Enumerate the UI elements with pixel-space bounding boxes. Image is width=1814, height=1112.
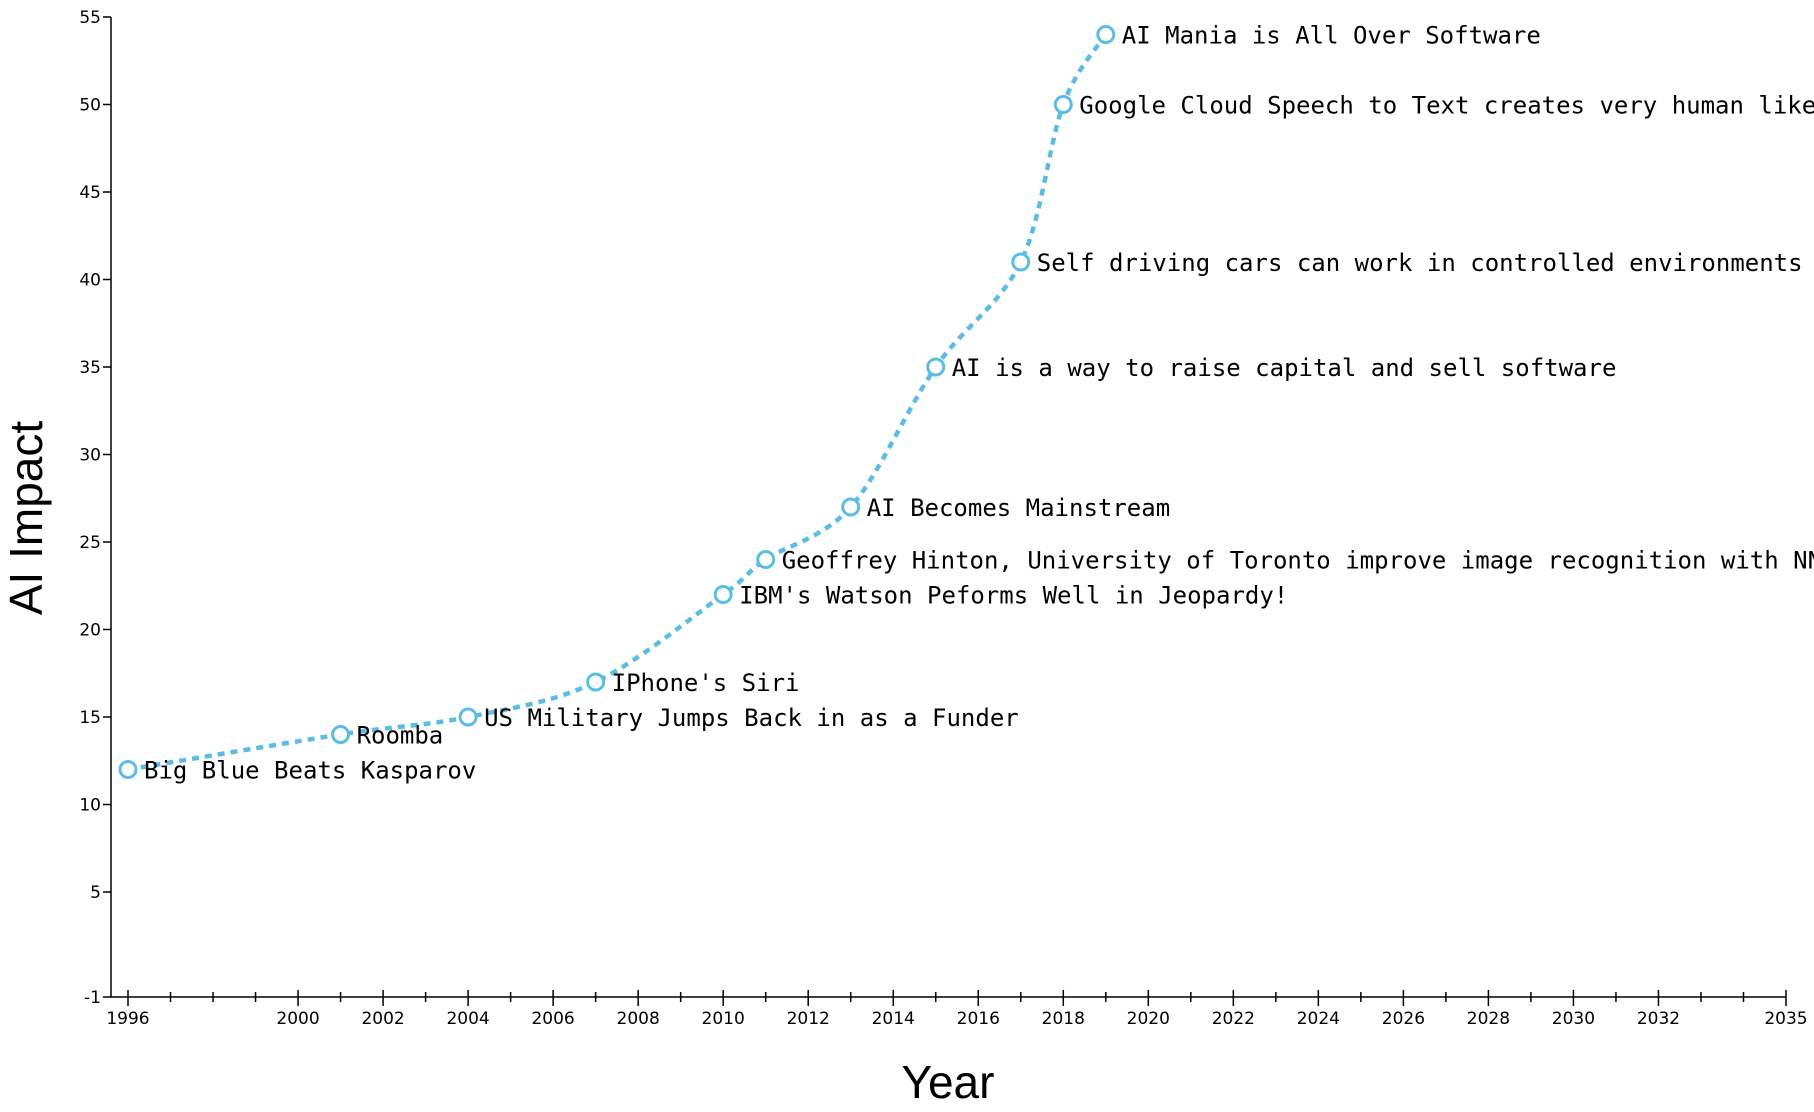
x-tick-label: 2020 [1127, 1009, 1170, 1029]
x-tick-label: 2006 [531, 1009, 574, 1029]
x-tick-label: 2024 [1297, 1009, 1340, 1029]
x-tick-label: 2028 [1467, 1009, 1510, 1029]
y-tick-label: 45 [79, 183, 101, 203]
data-point [586, 672, 606, 692]
x-ticks: 1996 2000 2002 2004 2006 2008 2010 2012 2014 2016… [106, 990, 1808, 1029]
y-tick-label: 35 [79, 358, 101, 378]
x-tick-label: 2016 [957, 1009, 1000, 1029]
data-point-label: IPhone's Siri [612, 669, 800, 697]
y-tick-label: 50 [79, 96, 101, 116]
x-tick-label: 2012 [787, 1009, 830, 1029]
series-line [127, 33, 1108, 772]
x-tick-label: 1996 [106, 1009, 149, 1029]
x-axis-title: Year [902, 1056, 995, 1108]
data-point-label: Self driving cars can work in controlled… [1037, 249, 1803, 277]
data-point [756, 550, 776, 569]
x-tick-label: 2032 [1637, 1009, 1680, 1029]
data-point [1096, 25, 1116, 44]
x-tick-label: 2002 [361, 1009, 404, 1029]
data-point-label: Google Cloud Speech to Text creates very… [1079, 92, 1814, 120]
y-tick-label: 25 [79, 533, 101, 553]
series [127, 33, 1108, 772]
x-tick-label: 2026 [1382, 1009, 1425, 1029]
data-point [841, 497, 861, 517]
x-tick-label: 2004 [446, 1009, 489, 1029]
axes [110, 17, 1786, 998]
data-point-label: IBM's Watson Peforms Well in Jeopardy! [739, 582, 1288, 610]
x-tick-label: 2030 [1552, 1009, 1595, 1029]
data-point-label: Geoffrey Hinton, University of Toronto i… [782, 547, 1814, 575]
data-point [458, 707, 478, 727]
x-tick-label: 2008 [617, 1009, 660, 1029]
data-point [331, 725, 351, 744]
data-point [1053, 95, 1073, 114]
data-point-label: AI Mania is All Over Software [1122, 22, 1541, 50]
data-point-label: Roomba [357, 722, 444, 750]
data-point [713, 585, 733, 604]
y-tick-label: 20 [79, 621, 101, 641]
data-point-label: US Military Jumps Back in as a Funder [484, 704, 1019, 732]
data-point [1011, 252, 1031, 272]
x-tick-label: 2035 [1764, 1009, 1807, 1029]
x-tick-label: 2014 [872, 1009, 915, 1029]
x-tick-label: 2018 [1042, 1009, 1085, 1029]
y-tick-label: 10 [79, 796, 101, 816]
data-point-label: Big Blue Beats Kasparov [144, 757, 476, 785]
y-tick-label: 55 [79, 8, 101, 28]
y-tick-label: 5 [90, 883, 101, 903]
y-tick-label: 40 [79, 271, 101, 291]
data-point [118, 760, 138, 779]
y-axis-title: AI Impact [0, 421, 52, 616]
y-ticks: -1 5 10 15 20 25 30 35 40 45 50 55 [79, 8, 111, 1008]
y-tick-label: 15 [79, 708, 101, 728]
data-point-label: AI Becomes Mainstream [867, 494, 1170, 522]
x-tick-label: 2022 [1212, 1009, 1255, 1029]
y-tick-label: 30 [79, 446, 101, 466]
data-point [926, 357, 946, 377]
points [118, 25, 1116, 779]
data-point-label: AI is a way to raise capital and sell so… [952, 354, 1617, 382]
x-tick-label: 2010 [702, 1009, 745, 1029]
y-tick-label: -1 [84, 988, 101, 1008]
x-tick-label: 2000 [276, 1009, 319, 1029]
point-labels: Big Blue Beats Kasparov Roomba US Military… [144, 22, 1814, 785]
